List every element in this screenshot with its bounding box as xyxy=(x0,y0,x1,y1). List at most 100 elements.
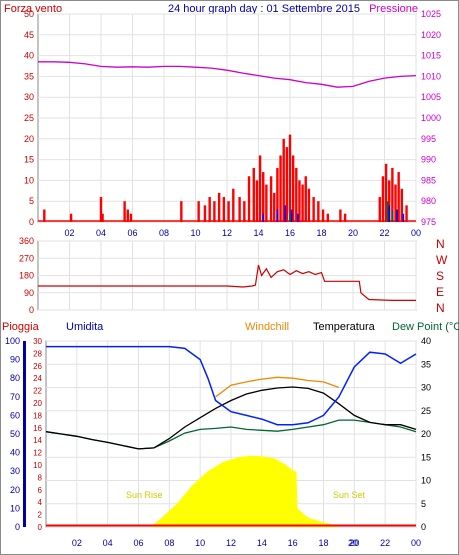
temperature-time-tick-label: 18 xyxy=(318,538,328,548)
wind-time-tick-label: 18 xyxy=(316,228,326,238)
solar-area-group xyxy=(150,455,339,527)
wind-bar xyxy=(326,213,329,222)
wind-bar xyxy=(213,201,216,222)
temperature-legend-label: Temperatura xyxy=(313,321,376,333)
wind-time-tick-label: 04 xyxy=(96,228,106,238)
wind-bar xyxy=(203,205,207,222)
wind-bar xyxy=(273,192,276,222)
temperature-tick-label: 40 xyxy=(421,336,431,346)
temperature-time-tick-label: 22 xyxy=(380,538,390,548)
temperature-time-tick-label: 10 xyxy=(195,538,205,548)
dewpoint-mark xyxy=(386,201,389,222)
dewpoint-marks-group xyxy=(289,201,394,222)
gust-bar xyxy=(290,209,293,222)
wind-bar xyxy=(298,180,301,222)
humidity-tick-label: 70 xyxy=(10,392,20,402)
dewpoint-mark xyxy=(289,213,291,222)
rain-tick-label: 12 xyxy=(33,449,42,458)
rain-tick-label: 26 xyxy=(33,362,42,371)
wind-tick-label: 15 xyxy=(24,155,34,165)
wind-bar xyxy=(232,188,235,222)
direction-tick-label: 270 xyxy=(19,253,34,263)
pressure-tick-label: 980 xyxy=(421,196,436,206)
humidity-tick-label: 0 xyxy=(15,522,20,532)
wind-bar xyxy=(317,201,320,222)
windchill-legend-label: Windchill xyxy=(245,321,289,333)
pressure-tick-label: 985 xyxy=(421,175,436,185)
temperature-time-axis-ticks: 02 04 06 08 10 12 14 16 18 20 22 00 xyxy=(72,538,421,548)
wind-bar xyxy=(101,213,104,222)
direction-tick-label: 180 xyxy=(19,271,34,281)
temperature-tick-label: 15 xyxy=(421,452,431,462)
direction-tick-label: 90 xyxy=(24,288,34,298)
wind-time-tick-label: 02 xyxy=(64,228,74,238)
rain-tick-label: 6 xyxy=(38,486,43,495)
pressure-tick-label: 1020 xyxy=(421,30,441,40)
gust-bar xyxy=(284,205,287,222)
windchill-line-group xyxy=(215,376,340,398)
wind-bar xyxy=(126,209,129,222)
direction-tick-label: 0 xyxy=(29,305,34,315)
wind-bar xyxy=(288,134,292,222)
wind-bar xyxy=(217,192,221,222)
wind-tick-label: 10 xyxy=(24,175,34,185)
wind-bar xyxy=(343,213,347,222)
wind-bar xyxy=(276,167,279,222)
wind-tick-label: 50 xyxy=(24,9,34,19)
wind-bar xyxy=(285,147,289,222)
wind-bar xyxy=(282,138,285,222)
temperature-time-tick-label: 02 xyxy=(72,538,82,548)
wind-time-tick-label: 10 xyxy=(190,228,200,238)
wind-tick-label: 0 xyxy=(29,217,34,227)
wind-bar xyxy=(227,201,230,222)
wind-time-tick-label: 12 xyxy=(222,228,232,238)
pressure-tick-label: 1025 xyxy=(421,9,441,19)
rain-tick-label: 20 xyxy=(33,399,42,408)
wind-tick-label: 45 xyxy=(24,30,34,40)
wind-time-tick-label: 22 xyxy=(379,228,389,238)
compass-label: W xyxy=(436,253,448,267)
wind-bar xyxy=(291,155,295,222)
wind-direction-line xyxy=(38,264,416,301)
wind-time-tick-label: 20 xyxy=(348,228,358,238)
windchill-line xyxy=(215,376,340,398)
temperature-tick-label: 0 xyxy=(421,522,426,532)
direction-tick-label: 360 xyxy=(19,236,34,246)
humidity-line-group xyxy=(46,345,417,426)
wind-bar xyxy=(378,197,381,222)
wind-bar xyxy=(321,209,325,222)
wind-bar xyxy=(197,201,200,222)
temperature-line xyxy=(45,386,417,450)
wind-tick-label: 5 xyxy=(29,196,34,206)
humidity-tick-label: 100 xyxy=(5,336,20,346)
wind-bar xyxy=(43,209,46,222)
gust-bar xyxy=(276,209,279,222)
pressure-tick-label: 1005 xyxy=(421,92,441,102)
wind-bar xyxy=(388,180,391,222)
wind-pressure-grid xyxy=(38,13,417,223)
wind-bar xyxy=(180,201,183,222)
wind-bar xyxy=(262,172,265,222)
rain-tick-label: 2 xyxy=(38,511,43,520)
wind-bar xyxy=(397,172,400,222)
wind-time-tick-label: 16 xyxy=(285,228,295,238)
pressure-line xyxy=(38,61,417,88)
compass-label: S xyxy=(436,269,444,283)
humidity-tick-label: 40 xyxy=(10,448,20,458)
compass-label: N xyxy=(436,301,445,315)
wind-bar xyxy=(394,184,397,222)
solar-area xyxy=(150,455,339,527)
dewpoint-legend-label: Dew Point (°C xyxy=(392,321,459,333)
humidity-tick-label: 30 xyxy=(10,466,20,476)
dewpoint-mark xyxy=(391,209,394,222)
wind-bar xyxy=(391,167,394,222)
temperature-time-tick-label: 14 xyxy=(257,538,267,548)
wind-time-axis-ticks: 02 04 06 08 10 12 14 16 18 20 22 00 xyxy=(64,228,421,238)
rain-tick-label: 16 xyxy=(33,424,42,433)
wind-bar xyxy=(258,155,262,222)
wind-bar xyxy=(238,197,241,222)
